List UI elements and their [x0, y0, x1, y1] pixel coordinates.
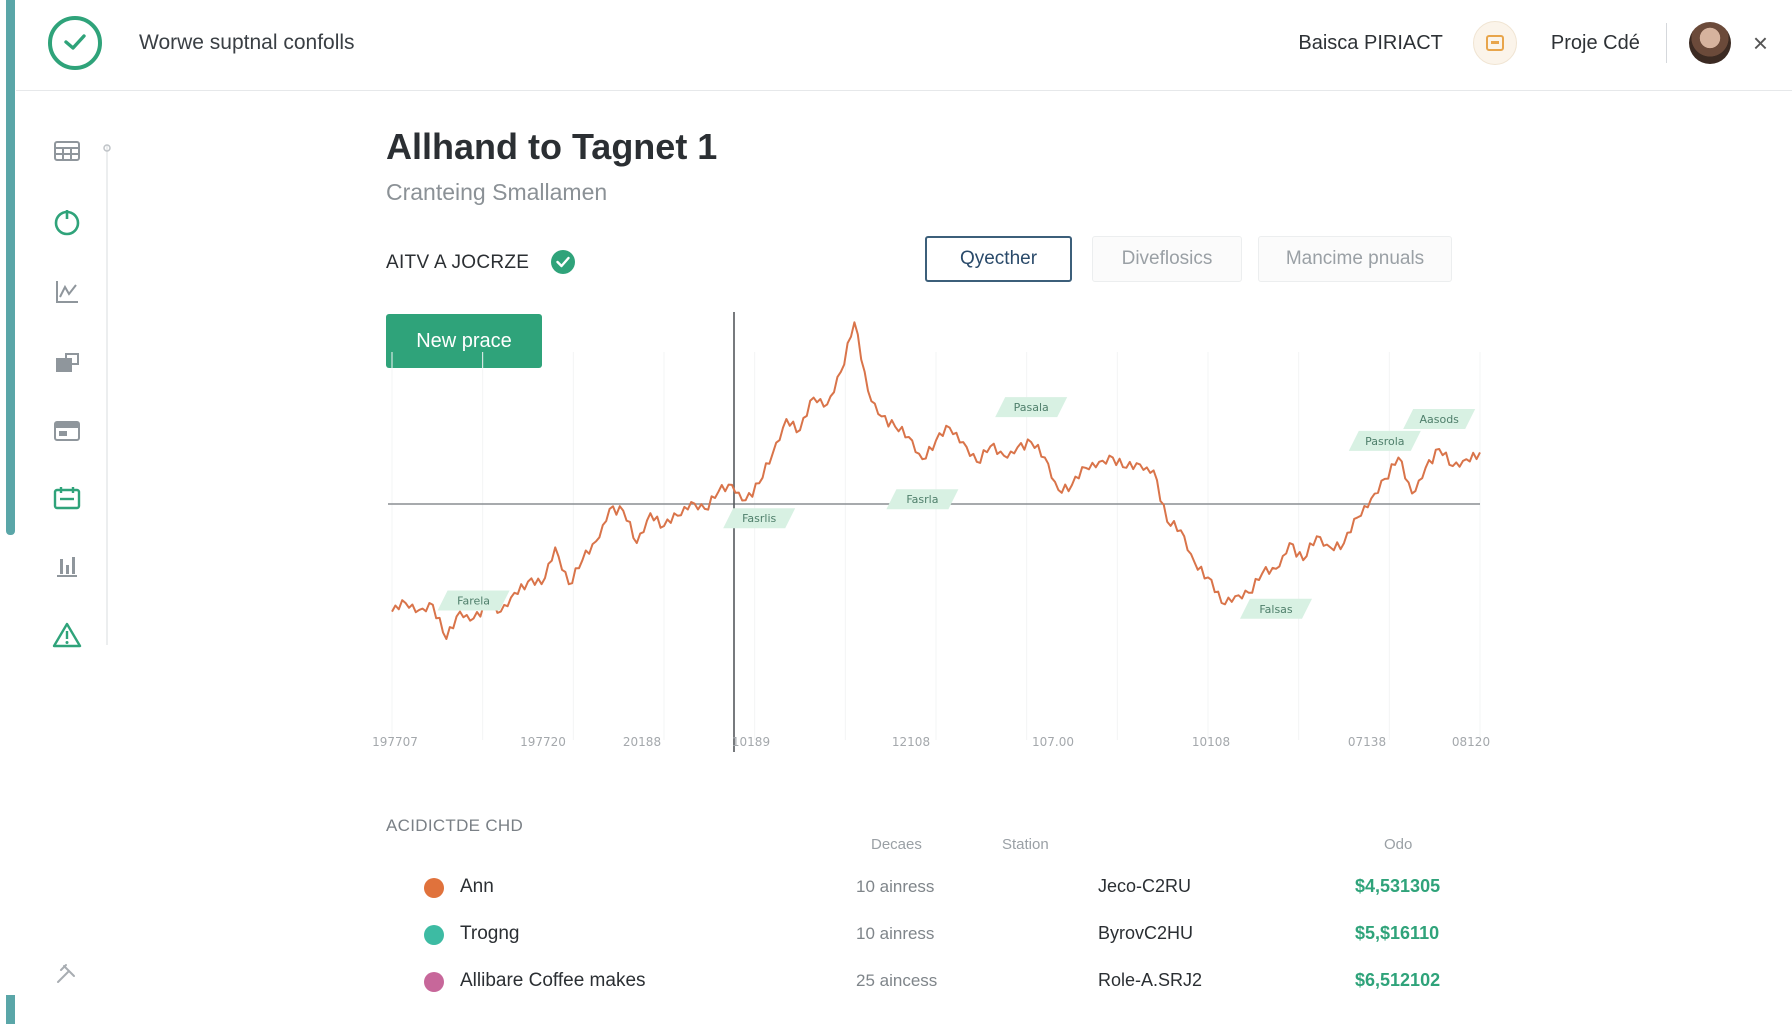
x-axis-ticks: 197707 197720 20188 10189 12108 107.00 10108 07…: [372, 735, 1490, 749]
row-duration: 10 ainress: [856, 877, 935, 896]
grid-icon[interactable]: [52, 136, 82, 166]
avatar[interactable]: [1688, 22, 1731, 64]
annotation-label: Fasrla: [906, 493, 938, 506]
row-station: Jeco-C2RU: [1098, 876, 1192, 896]
series-line: [391, 321, 1481, 640]
warning-icon[interactable]: [52, 620, 82, 650]
logo-check-icon[interactable]: [48, 16, 102, 70]
close-icon[interactable]: ×: [1752, 28, 1768, 58]
x-tick-label: 197707: [372, 735, 418, 749]
row-name: Ann: [460, 876, 494, 897]
sidebar-divider: [106, 145, 108, 645]
calendar-icon[interactable]: [52, 483, 82, 513]
tab-diveflosics[interactable]: Diveflosics: [1092, 236, 1242, 282]
x-tick-label: 12108: [892, 735, 930, 749]
annotation-tag: [1240, 598, 1312, 619]
check-circle-icon: [551, 250, 575, 274]
tools-icon[interactable]: [52, 960, 80, 988]
app-title: Worwe suptnal confolls: [139, 31, 355, 54]
row-name: Allibare Coffee makes: [460, 970, 646, 991]
table-row[interactable]: Allibare Coffee makes 25 aincess Role-A.…: [420, 962, 1440, 1002]
chart-grid: [391, 352, 1481, 740]
top-bar: Worwe suptnal confolls Baisca PIRIACT Pr…: [16, 0, 1792, 91]
status-dot: [424, 878, 444, 898]
briefcase-icon[interactable]: [1472, 21, 1517, 65]
x-tick-label: 10108: [1192, 735, 1230, 749]
annotation-tag: [437, 590, 510, 611]
x-tick-label: 08120: [1452, 735, 1490, 749]
table-row[interactable]: Trogng 10 ainress ByrovC2HU $5,$16110: [420, 915, 1440, 955]
tab-qyecther[interactable]: Qyecther: [925, 236, 1072, 282]
annotation-label: Pasala: [1014, 401, 1049, 414]
status-label: AITV A JOCRZE: [386, 252, 530, 273]
series-group: [391, 321, 1481, 640]
table-title: ACIDICTDE CHD: [386, 816, 524, 835]
power-icon[interactable]: [52, 207, 82, 237]
row-duration: 25 aincess: [856, 971, 938, 990]
column-header-odds[interactable]: Odo: [1384, 836, 1413, 853]
folder-icon[interactable]: [52, 348, 82, 378]
annotation-label: Fasrlis: [742, 512, 776, 525]
chart-icon[interactable]: [52, 277, 82, 307]
row-station: ByrovC2HU: [1098, 923, 1194, 943]
annotation-tag: [1403, 408, 1476, 429]
divider: [1665, 23, 1667, 63]
new-prace-button[interactable]: New prace: [386, 314, 542, 368]
column-header-station[interactable]: Station: [1002, 836, 1049, 853]
table-row[interactable]: Ann 10 ainress Jeco-C2RU $4,531305: [420, 868, 1440, 908]
top-right-controls: Baisca PIRIACT Proje Cdé ×: [1298, 18, 1768, 68]
status-dot: [424, 972, 444, 992]
annotations-group: Farela Fasrlis Pasala Fasrla Falsas Pasrola Aa…: [437, 397, 1476, 619]
project-label[interactable]: Proje Cdé: [1550, 31, 1640, 54]
accent-stripe-bottom: [6, 995, 15, 1024]
annotation-tag: [723, 508, 796, 529]
row-name: Trogng: [460, 923, 520, 944]
x-tick-label: 197720: [520, 735, 566, 749]
row-duration: 10 ainress: [856, 924, 935, 943]
column-header-decades[interactable]: Decaes: [871, 836, 922, 853]
x-tick-label: 07138: [1348, 735, 1386, 749]
x-tick-label: 10189: [732, 735, 770, 749]
annotation-tag: [1348, 430, 1421, 451]
annotation-tag: [995, 397, 1068, 418]
row-amount: $4,531305: [1355, 876, 1441, 896]
row-station: Role-A.SRJ2: [1098, 970, 1203, 990]
annotation-label: Pasrola: [1365, 435, 1404, 448]
accent-stripe: [6, 0, 15, 535]
inbox-icon[interactable]: [52, 416, 82, 446]
page-title: Allhand to Tagnet 1: [386, 126, 718, 167]
x-tick-label: 107.00: [1032, 735, 1074, 749]
sidebar: [16, 90, 112, 1024]
user-label[interactable]: Baisca PIRIACT: [1298, 31, 1443, 54]
annotation-label: Aasods: [1419, 413, 1459, 426]
annotation-label: Falsas: [1259, 603, 1293, 616]
tab-mancime-pnuals[interactable]: Mancime pnuals: [1258, 236, 1452, 282]
annotation-tag: [886, 489, 959, 510]
status-dot: [424, 925, 444, 945]
row-amount: $6,512102: [1355, 970, 1441, 990]
annotation-label: Farela: [457, 594, 490, 607]
page-subtitle: Cranteing Smallamen: [386, 179, 608, 205]
pin-icon[interactable]: [102, 143, 112, 153]
x-tick-label: 20188: [623, 735, 661, 749]
row-amount: $5,$16110: [1355, 923, 1440, 943]
bar-chart-icon[interactable]: [52, 551, 82, 581]
